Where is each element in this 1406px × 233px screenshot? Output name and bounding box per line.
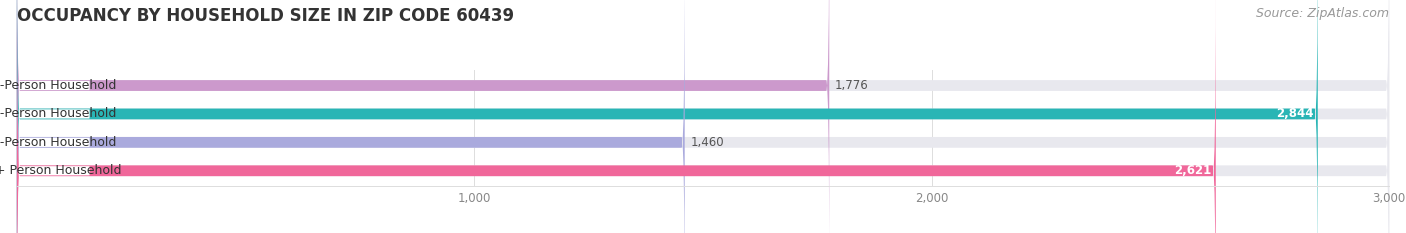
Text: 1,460: 1,460: [690, 136, 724, 149]
FancyBboxPatch shape: [18, 109, 90, 119]
Text: Source: ZipAtlas.com: Source: ZipAtlas.com: [1256, 7, 1389, 20]
FancyBboxPatch shape: [17, 0, 685, 233]
Text: 3-Person Household: 3-Person Household: [0, 136, 117, 149]
FancyBboxPatch shape: [18, 138, 90, 147]
FancyBboxPatch shape: [17, 0, 1216, 233]
Text: OCCUPANCY BY HOUSEHOLD SIZE IN ZIP CODE 60439: OCCUPANCY BY HOUSEHOLD SIZE IN ZIP CODE …: [17, 7, 515, 25]
FancyBboxPatch shape: [17, 0, 1389, 233]
FancyBboxPatch shape: [17, 0, 1389, 233]
FancyBboxPatch shape: [17, 0, 830, 233]
Text: 2,844: 2,844: [1275, 107, 1313, 120]
FancyBboxPatch shape: [18, 166, 90, 175]
Text: 2,621: 2,621: [1174, 164, 1211, 177]
Text: 1,776: 1,776: [835, 79, 869, 92]
FancyBboxPatch shape: [17, 0, 1389, 233]
FancyBboxPatch shape: [17, 0, 1389, 233]
FancyBboxPatch shape: [18, 81, 90, 90]
FancyBboxPatch shape: [17, 0, 1317, 233]
Text: 2-Person Household: 2-Person Household: [0, 107, 117, 120]
Text: 4+ Person Household: 4+ Person Household: [0, 164, 121, 177]
Text: 1-Person Household: 1-Person Household: [0, 79, 117, 92]
